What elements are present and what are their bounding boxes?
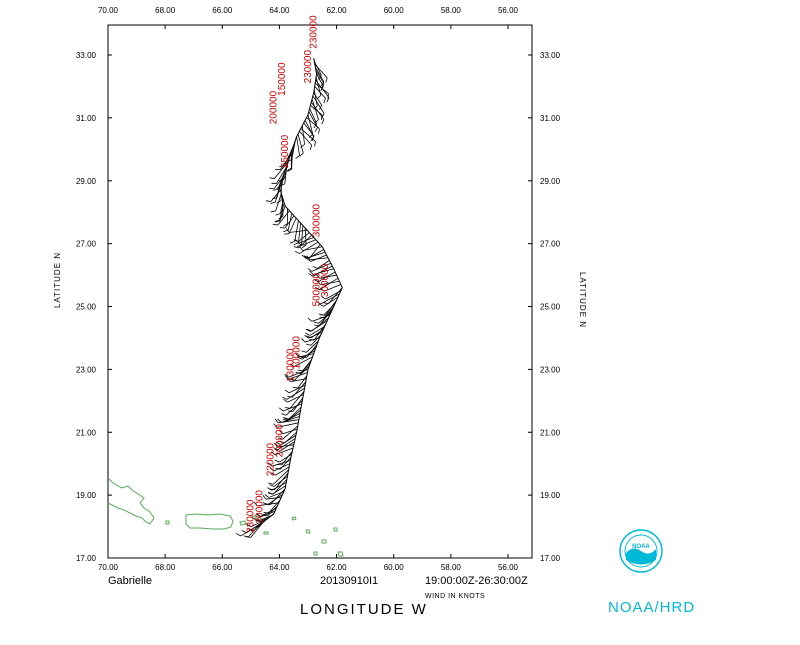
lon-tick-bottom-6: 58.00 — [441, 563, 462, 572]
lat-tick-right-4: 25.00 — [540, 303, 561, 312]
st-kitts-island — [306, 530, 310, 533]
noaa-logo-icon: NOAA — [620, 530, 662, 572]
time-label: 230000 — [303, 50, 314, 84]
lon-tick-top-0: 70.00 — [98, 6, 119, 15]
time-label: 300000 — [311, 203, 322, 237]
lat-tick-left-4: 25.00 — [76, 303, 97, 312]
wind-units: WIND IN KNOTS — [425, 593, 485, 600]
lon-tick-bottom-4: 62.00 — [327, 563, 348, 572]
lat-tick-left-6: 29.00 — [76, 177, 97, 186]
antigua-island — [322, 540, 326, 543]
time-range: 19:00:00Z-26:30:00Z — [425, 575, 528, 587]
flight-id: 20130910I1 — [320, 575, 378, 587]
montserrat-island — [314, 552, 317, 555]
lat-tick-right-7: 31.00 — [540, 114, 561, 123]
agency-label: NOAA/HRD — [608, 599, 695, 616]
lon-tick-bottom-2: 66.00 — [212, 563, 233, 572]
lon-tick-top-4: 62.00 — [327, 6, 348, 15]
lon-tick-top-2: 66.00 — [212, 6, 233, 15]
storm-name: Gabrielle — [108, 575, 152, 587]
lon-tick-bottom-7: 56.00 — [498, 563, 519, 572]
lon-tick-bottom-0: 70.00 — [98, 563, 119, 572]
hispaniola-coast — [108, 478, 154, 524]
lat-tick-right-1: 19.00 — [540, 491, 561, 500]
time-label: 200000 — [254, 490, 265, 524]
y-axis-title-right: LATITUDE N — [578, 272, 587, 328]
coastlines — [108, 478, 343, 556]
lat-tick-right-5: 27.00 — [540, 240, 561, 249]
lon-tick-top-1: 68.00 — [155, 6, 176, 15]
noaa-logo-text: NOAA — [632, 544, 650, 550]
lat-tick-left-0: 17.00 — [76, 554, 97, 563]
lat-tick-right-8: 33.00 — [540, 51, 561, 60]
puerto-rico-coast — [186, 514, 233, 529]
time-label: 250000 — [280, 134, 291, 168]
lat-tick-left-2: 21.00 — [76, 428, 97, 437]
lat-tick-left-7: 31.00 — [76, 114, 97, 123]
wind-barb — [282, 388, 304, 399]
lon-tick-bottom-5: 60.00 — [384, 563, 405, 572]
lat-tick-left-1: 19.00 — [76, 491, 97, 500]
wind-barb — [280, 216, 294, 228]
wind-barb — [305, 327, 324, 336]
time-label: 230000 — [309, 15, 320, 49]
lon-tick-bottom-3: 64.00 — [269, 563, 290, 572]
mona-island — [166, 521, 169, 524]
lon-tick-top-3: 64.00 — [269, 6, 290, 15]
wind-barb — [296, 137, 300, 159]
y-axis-title-left: LATITUDE N — [53, 252, 62, 308]
lon-tick-top-6: 58.00 — [441, 6, 462, 15]
guadeloupe-island — [338, 552, 343, 556]
lon-tick-top-7: 56.00 — [498, 6, 519, 15]
lat-tick-right-6: 29.00 — [540, 177, 561, 186]
lon-tick-bottom-1: 68.00 — [155, 563, 176, 572]
time-label: 200000 — [274, 424, 285, 458]
lat-tick-right-2: 21.00 — [540, 428, 561, 437]
lat-tick-left-5: 27.00 — [76, 240, 97, 249]
lon-tick-top-5: 60.00 — [384, 6, 405, 15]
lat-tick-left-8: 33.00 — [76, 51, 97, 60]
time-labels: 2300002000002200002000001300001000005000… — [246, 15, 331, 533]
lat-tick-right-3: 23.00 — [540, 365, 561, 374]
anguilla-island — [292, 517, 296, 520]
lat-tick-right-0: 17.00 — [540, 554, 561, 563]
lat-tick-left-3: 23.00 — [76, 365, 97, 374]
time-label: 300000 — [320, 263, 331, 297]
time-label: 150000 — [277, 62, 288, 96]
x-axis-title: LONGITUDE W — [300, 601, 428, 618]
barbuda-island — [334, 528, 337, 531]
time-label: 100000 — [291, 336, 302, 370]
